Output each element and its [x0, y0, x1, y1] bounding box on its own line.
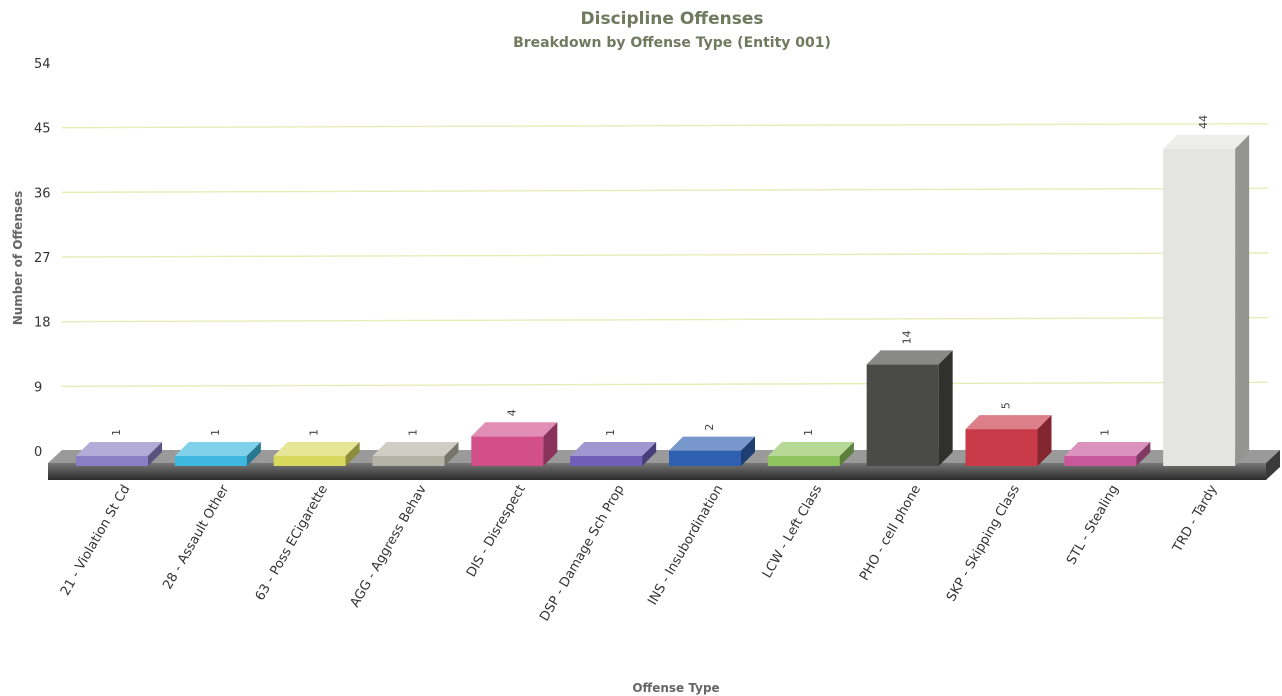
floor-side — [1266, 450, 1280, 480]
bar-front — [767, 456, 840, 466]
bar-side — [839, 442, 854, 466]
bar-front — [76, 456, 148, 466]
y-tick-label: 45 — [34, 122, 51, 137]
bars — [76, 134, 1250, 466]
x-tick-label: STL - Stealing — [1064, 483, 1122, 568]
bar-top — [273, 442, 360, 456]
bar — [669, 436, 755, 466]
bar — [570, 442, 657, 466]
data-label: 1 — [110, 429, 123, 436]
gridline — [61, 122, 1269, 129]
bar-side — [741, 436, 755, 466]
bar — [767, 442, 854, 466]
x-tick-label: AGG - Aggress Behav — [348, 482, 431, 610]
bar-top — [965, 415, 1052, 430]
bar — [1064, 442, 1151, 466]
y-tick-label: 27 — [34, 251, 51, 266]
bar-top — [669, 436, 755, 451]
floor-front — [48, 463, 1266, 480]
data-label: 1 — [407, 429, 420, 436]
bar — [273, 442, 360, 466]
x-tick-label: INS - Insubordination — [645, 483, 726, 608]
bar-top — [866, 350, 953, 365]
bar — [76, 442, 162, 466]
bar — [1163, 134, 1250, 466]
bar-top — [570, 442, 657, 456]
bar — [866, 350, 953, 466]
x-tick-label: TRD - Tardy — [1170, 482, 1221, 555]
bar-side — [1037, 415, 1052, 466]
bar-side — [444, 442, 459, 466]
bar-top — [471, 422, 558, 437]
bar-front — [570, 456, 643, 466]
gridline — [61, 187, 1269, 194]
data-label: 1 — [604, 429, 617, 436]
bar-front — [866, 364, 939, 466]
data-label: 2 — [703, 424, 716, 431]
data-label: 4 — [505, 409, 518, 416]
data-label: 1 — [802, 429, 815, 436]
bar-front — [1064, 456, 1137, 466]
bar — [471, 422, 558, 466]
bar-side — [1136, 442, 1151, 466]
x-tick-label: 63 - Poss ECigarette — [253, 483, 331, 604]
y-tick-label: 18 — [34, 316, 51, 331]
x-tick-label: PHO - cell phone — [857, 483, 924, 584]
bar-front — [372, 456, 445, 466]
chart-subtitle: Breakdown by Offense Type (Entity 001) — [513, 35, 831, 51]
x-axis-label: Offense Type — [632, 681, 719, 695]
data-label: 1 — [209, 429, 222, 436]
bar — [965, 415, 1052, 466]
bar-top — [1064, 442, 1151, 456]
bar-front — [1163, 148, 1236, 466]
bar-side — [148, 442, 162, 466]
data-label: 14 — [901, 330, 914, 344]
x-tick-label: 21 - Violation St Cd — [58, 483, 134, 599]
bar-top — [174, 442, 261, 456]
bar-front — [174, 456, 247, 466]
y-tick-label: 54 — [34, 57, 51, 72]
x-tick-label: DSP - Damage Sch Prop — [537, 483, 627, 624]
bar-side — [938, 350, 953, 466]
y-tick-label: 36 — [34, 186, 51, 201]
bar-front — [471, 436, 544, 466]
bar-side — [642, 442, 657, 466]
x-tick-label: 28 - Assault Other — [160, 482, 232, 592]
bar-side — [1235, 134, 1250, 466]
bar-front — [273, 456, 346, 466]
data-label: 1 — [308, 429, 321, 436]
bar-side — [543, 422, 558, 466]
data-label: 44 — [1197, 115, 1210, 129]
bar-front — [965, 429, 1038, 466]
gridline — [61, 381, 1269, 388]
x-axis-ticks: 21 - Violation St Cd 28 - Assault Other 63… — [58, 482, 1221, 624]
bar-front — [669, 450, 741, 466]
y-axis-ticks: 0 9 18 27 36 45 54 — [34, 57, 51, 460]
bar-top — [1163, 134, 1250, 149]
bar — [372, 442, 459, 466]
x-tick-label: DIS - Disrespect — [464, 483, 529, 580]
x-tick-label: LCW - Left Class — [760, 482, 826, 581]
bar-top — [372, 442, 459, 456]
gridline — [61, 252, 1269, 258]
y-axis-label: Number of Offenses — [11, 191, 25, 326]
bar-top — [76, 442, 162, 456]
bar-top — [767, 442, 854, 456]
bar-side — [246, 442, 261, 466]
data-label: 1 — [1098, 429, 1111, 436]
x-tick-label: SKP - Skipping Class — [944, 482, 1023, 604]
chart-title: Discipline Offenses — [581, 9, 764, 29]
gridlines — [61, 122, 1269, 388]
gridline — [61, 316, 1269, 323]
bar-side — [345, 442, 360, 466]
y-tick-label: 9 — [34, 380, 42, 395]
data-label: 5 — [1000, 402, 1013, 409]
bar — [174, 442, 261, 466]
y-tick-label: 0 — [34, 445, 42, 460]
